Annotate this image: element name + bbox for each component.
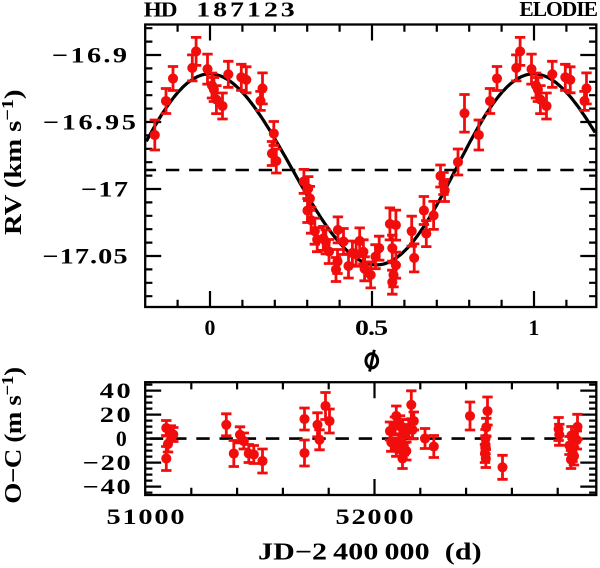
svg-text:−16.95: −16.95 bbox=[43, 110, 136, 134]
svg-text:−16.9: −16.9 bbox=[52, 43, 127, 67]
svg-text:HD: HD bbox=[144, 0, 178, 21]
svg-text:−20: −20 bbox=[83, 451, 131, 475]
svg-text:51000: 51000 bbox=[107, 505, 185, 529]
svg-text:0: 0 bbox=[116, 427, 127, 451]
svg-text:ELODIE: ELODIE bbox=[519, 0, 598, 21]
svg-text:1: 1 bbox=[528, 316, 539, 340]
svg-text:0: 0 bbox=[205, 316, 216, 340]
svg-text:52000: 52000 bbox=[336, 505, 414, 529]
svg-text:−17: −17 bbox=[81, 177, 128, 201]
svg-text:−17.05: −17.05 bbox=[43, 244, 128, 268]
svg-text:0.5: 0.5 bbox=[355, 317, 388, 341]
svg-text:JD−2 400 000 (d): JD−2 400 000 (d) bbox=[258, 538, 482, 565]
svg-text:−40: −40 bbox=[83, 475, 131, 499]
